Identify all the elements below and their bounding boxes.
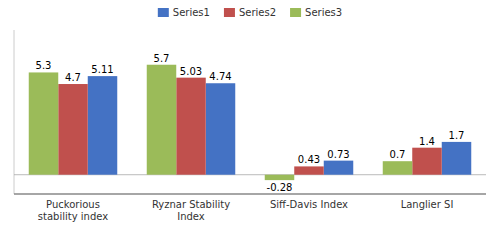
x-tick-label: Ryznar StabilityIndex: [152, 199, 230, 222]
x-tick-label-line: Puckorious: [46, 199, 100, 210]
legend-label: Series3: [305, 7, 342, 18]
x-tick-label: Siff-Davis Index: [270, 199, 348, 210]
x-tick-label: Langlier SI: [401, 199, 454, 210]
x-tick-label: Puckoriousstability index: [38, 199, 108, 222]
data-label: 1.4: [419, 136, 435, 147]
x-tick-label-line: stability index: [38, 211, 108, 222]
data-label: -0.28: [267, 182, 293, 193]
data-label: 0.43: [298, 154, 320, 165]
legend-item: Series2: [224, 7, 276, 18]
chart: 5.11 4.74 0.73 1.7 4.7 5.03 0.43 1.4 5.3 5.7 -0.28…: [0, 0, 500, 231]
bars: [14, 65, 486, 180]
legend-item: Series3: [290, 7, 342, 18]
bar: [88, 76, 118, 175]
data-label: 5.3: [36, 60, 52, 71]
legend-swatch: [290, 8, 301, 17]
legend: Series1 Series2 Series3: [158, 7, 342, 18]
data-label: 5.11: [91, 64, 113, 75]
data-label: 1.7: [449, 130, 465, 141]
bar: [412, 148, 442, 175]
bar: [147, 65, 177, 175]
x-axis-line: [14, 193, 486, 195]
x-tick-label-line: Ryznar Stability: [152, 199, 230, 210]
x-tick-label-line: Langlier SI: [401, 199, 454, 210]
bar: [324, 161, 354, 175]
legend-swatch: [158, 8, 169, 17]
legend-label: Series1: [173, 7, 210, 18]
data-labels: 5.11 4.74 0.73 1.7 4.7 5.03 0.43 1.4 5.3 5.7 -0.28…: [36, 53, 465, 193]
x-tick-label-line: Index: [177, 211, 205, 222]
bar: [383, 161, 413, 175]
bar: [442, 142, 472, 175]
bar: [265, 175, 295, 180]
bar: [206, 83, 236, 174]
legend-item: Series1: [158, 7, 210, 18]
y-axis-line: [14, 30, 15, 194]
legend-label: Series2: [239, 7, 276, 18]
data-label: 4.74: [209, 71, 231, 82]
data-label: 0.7: [390, 149, 406, 160]
bar: [29, 72, 59, 174]
bar: [176, 78, 206, 175]
x-tick-label-line: Siff-Davis Index: [270, 199, 348, 210]
legend-swatch: [224, 8, 235, 17]
bar: [58, 84, 88, 175]
data-label: 5.03: [180, 66, 202, 77]
bar: [294, 166, 324, 174]
data-label: 0.73: [327, 149, 349, 160]
data-label: 4.7: [65, 72, 81, 83]
data-label: 5.7: [154, 53, 170, 64]
